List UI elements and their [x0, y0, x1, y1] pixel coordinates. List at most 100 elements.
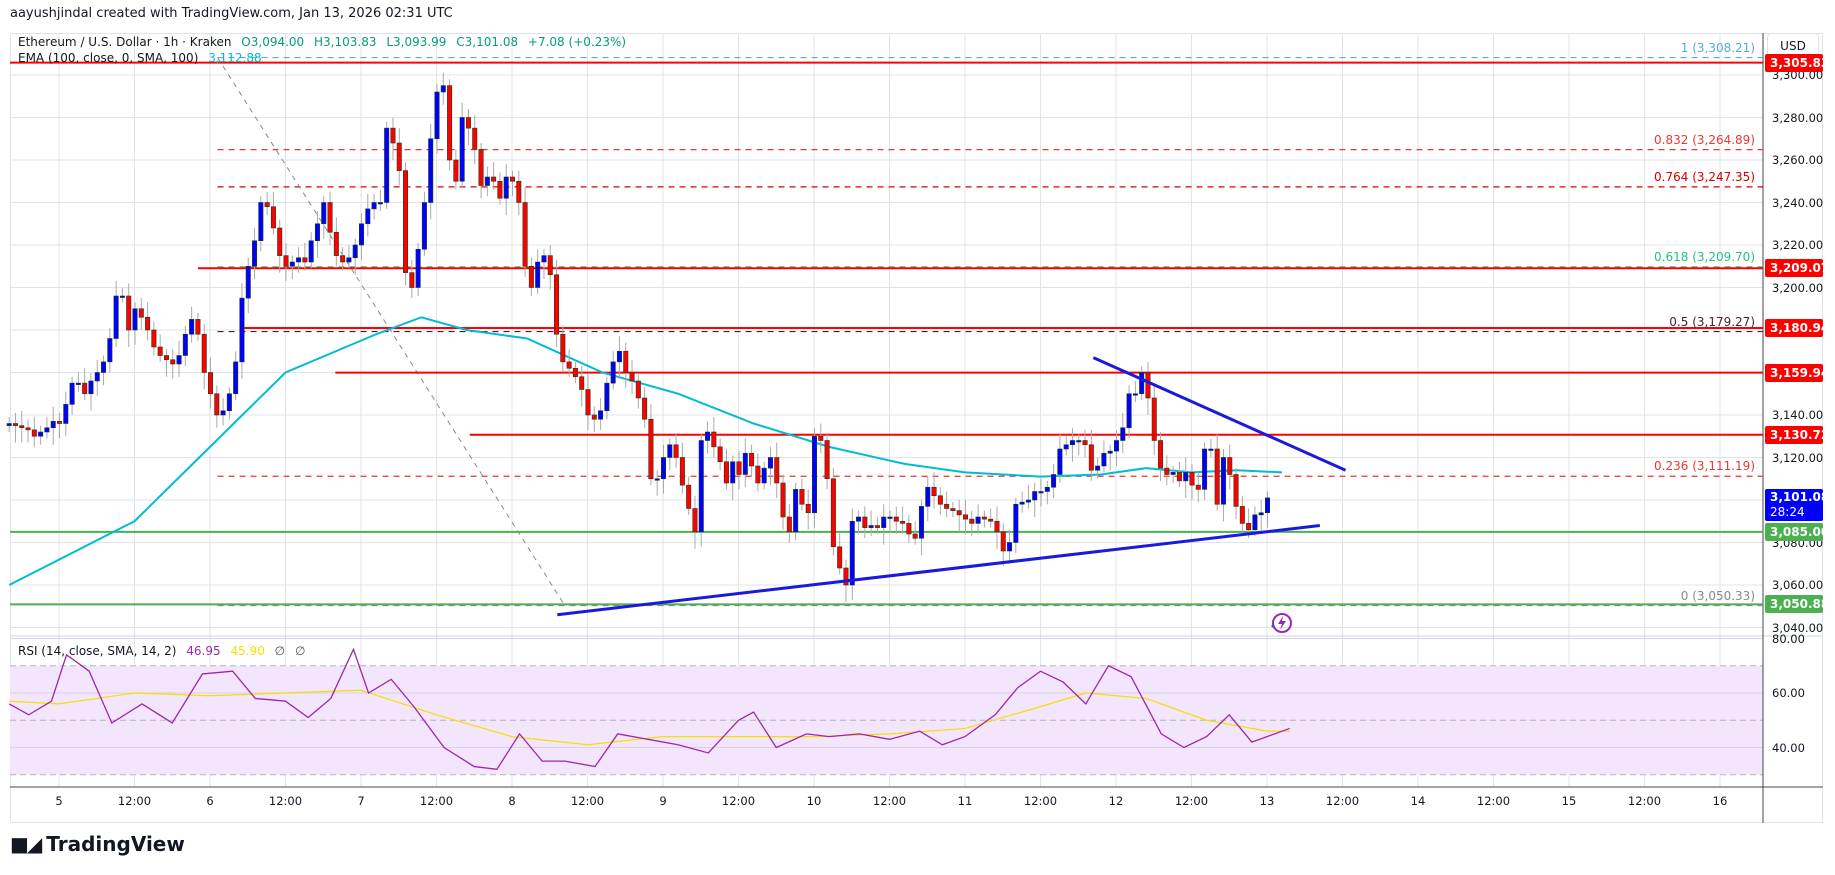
- time-tick: 13: [1259, 794, 1275, 808]
- candle-body: [289, 261, 295, 267]
- ohlc-high: H3,103.83: [314, 35, 377, 49]
- ema-label[interactable]: EMA (100, close, 0, SMA, 100): [18, 51, 199, 65]
- candle-body: [616, 350, 622, 363]
- time-tick: 12:00: [1174, 794, 1209, 808]
- candle-body: [579, 376, 585, 390]
- candle-body: [510, 176, 516, 182]
- candle-body: [692, 508, 698, 533]
- candle-body: [918, 506, 924, 539]
- candle-body: [1114, 440, 1120, 452]
- candle-body: [1252, 514, 1258, 531]
- candle-body: [371, 202, 377, 210]
- candle-body: [195, 319, 201, 335]
- price-level-tag: 3,085.00: [1765, 522, 1829, 541]
- ema-line: [8, 316, 1283, 586]
- candle-body: [252, 240, 258, 267]
- candle-body: [572, 367, 578, 378]
- time-tick: 8: [508, 794, 516, 808]
- candle-body: [1082, 440, 1088, 446]
- candle-body: [321, 202, 327, 225]
- fib-level-label: 0.236 (3,111.19): [1654, 459, 1755, 474]
- time-tick: 10: [806, 794, 822, 808]
- candle-body: [163, 355, 169, 361]
- candle-body: [403, 170, 409, 273]
- candle-body: [881, 516, 887, 528]
- candle-body: [755, 465, 761, 484]
- candle-body: [484, 176, 490, 186]
- candle-body: [805, 503, 811, 514]
- rsi-line: [8, 647, 1290, 770]
- candle-body: [346, 257, 352, 263]
- candle-body: [44, 427, 50, 433]
- candle-body: [1095, 465, 1101, 471]
- candle-body: [497, 180, 503, 199]
- candle-body: [1057, 448, 1063, 475]
- candle-body: [767, 457, 773, 469]
- price-tick: 3,040.00: [1772, 620, 1824, 635]
- candle-body: [176, 355, 182, 365]
- candle-body: [75, 382, 81, 385]
- time-tick: 14: [1410, 794, 1426, 808]
- candle-body: [1107, 450, 1113, 454]
- candle-body: [327, 202, 333, 233]
- candle-body: [705, 431, 711, 441]
- candle-body: [453, 159, 459, 182]
- candle-body: [302, 257, 308, 263]
- candle-body: [1101, 452, 1107, 467]
- candle-body: [1120, 427, 1126, 441]
- candle-body: [503, 176, 509, 199]
- price-level-tag: 3,130.72: [1765, 425, 1829, 444]
- candle-body: [57, 421, 63, 424]
- candle-body: [113, 295, 119, 339]
- candle-body: [377, 202, 383, 205]
- candle-body: [906, 523, 912, 535]
- candle-body: [189, 319, 195, 335]
- time-tick: 12:00: [419, 794, 454, 808]
- candle-body: [1239, 506, 1245, 524]
- ohlc-close: C3,101.08: [456, 35, 519, 49]
- price-level-tag: 3,180.94: [1765, 319, 1829, 337]
- candle-body: [25, 427, 31, 431]
- candle-body: [119, 295, 125, 298]
- candle-body: [554, 274, 560, 335]
- candle-body: [352, 244, 358, 259]
- candle-body: [963, 514, 969, 520]
- candle-body: [1000, 531, 1006, 552]
- candle-body: [1220, 457, 1226, 505]
- time-tick: 12:00: [570, 794, 605, 808]
- candle-body: [1246, 523, 1252, 531]
- rsi-label[interactable]: RSI (14, close, SMA, 14, 2): [18, 644, 177, 658]
- candle-body: [547, 255, 553, 276]
- candle-body: [566, 361, 572, 369]
- candle-body: [1202, 448, 1208, 490]
- candle-body: [887, 516, 893, 519]
- candle-body: [1088, 444, 1094, 471]
- rsi-tick: 60.00: [1772, 686, 1805, 700]
- time-tick: 12: [1108, 794, 1124, 808]
- candle-body: [742, 452, 748, 475]
- price-level-tag: 3,050.88: [1765, 595, 1829, 614]
- fib-level-label: 0.618 (3,209.70): [1654, 249, 1755, 264]
- candle-body: [365, 208, 371, 225]
- candle-body: [314, 223, 320, 242]
- candle-body: [1227, 457, 1233, 475]
- candle-body: [585, 389, 591, 416]
- candle-body: [1038, 491, 1044, 494]
- lightning-icon[interactable]: [1266, 611, 1294, 637]
- symbol-title[interactable]: Ethereum / U.S. Dollar · 1h · Kraken: [18, 35, 232, 49]
- price-level-tag: 3,305.83: [1765, 53, 1829, 72]
- fib-level-label: 1 (3,308.21): [1680, 40, 1755, 55]
- candle-body: [440, 85, 446, 93]
- candle-body: [988, 518, 994, 522]
- time-tick: 12:00: [268, 794, 303, 808]
- candle-body: [157, 346, 163, 356]
- price-level-tag: 3,209.07: [1765, 259, 1829, 278]
- candle-body: [862, 516, 868, 528]
- tradingview-logo-icon: ■◢: [10, 832, 42, 856]
- candle-body: [642, 397, 648, 420]
- candle-body: [151, 329, 157, 348]
- candle-body: [1069, 440, 1075, 446]
- tradingview-logo[interactable]: ■◢ TradingView: [10, 832, 185, 856]
- chart-credit: aayushjindal created with TradingView.co…: [10, 6, 453, 21]
